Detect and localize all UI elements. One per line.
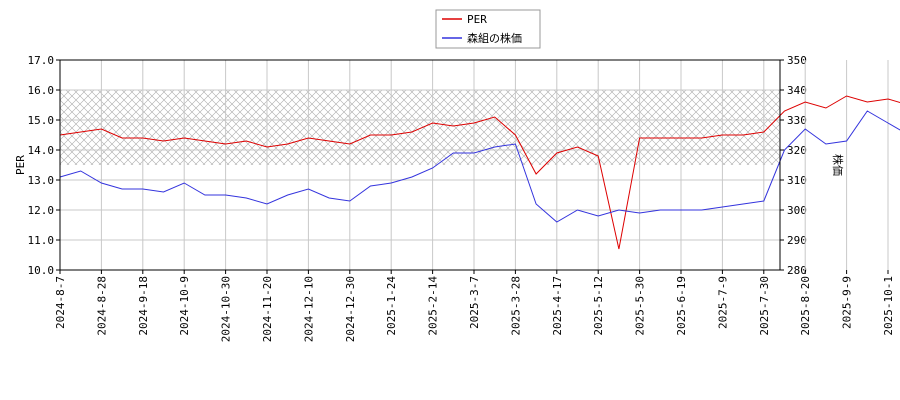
- x-tick-label: 2025-4-17: [551, 276, 564, 336]
- y2-tick-label: 350: [787, 54, 807, 67]
- y-tick-label: 14.0: [28, 144, 55, 157]
- x-tick-label: 2024-12-10: [302, 276, 315, 342]
- series-line: [59, 110, 900, 223]
- x-tick-label: 2025-9-9: [841, 276, 854, 329]
- shaded-range: [60, 90, 780, 165]
- y-tick-label: 13.0: [28, 174, 55, 187]
- x-tick-label: 2025-5-12: [592, 276, 605, 336]
- y-tick-label: 17.0: [28, 54, 55, 67]
- x-tick-label: 2025-7-9: [716, 276, 729, 329]
- plot-frame: [59, 59, 781, 271]
- y2-axis-label: 株価: [831, 154, 845, 176]
- x-tick-label: 2025-7-30: [758, 276, 771, 336]
- y2-tick-label: 340: [787, 84, 807, 97]
- y2-tick-label: 280: [787, 264, 807, 277]
- x-tick-label: 2024-9-18: [137, 276, 150, 336]
- x-tick-label: 2025-10-1: [882, 276, 895, 336]
- x-tick-label: 2025-8-20: [799, 276, 812, 336]
- x-tick-label: 2024-12-30: [344, 276, 357, 342]
- y-tick-label: 16.0: [28, 84, 55, 97]
- x-tick-label: 2025-6-19: [675, 276, 688, 336]
- x-tick-label: 2025-5-30: [634, 276, 647, 336]
- x-tick-label: 2025-3-7: [468, 276, 481, 329]
- x-tick-label: 2025-3-28: [509, 276, 522, 336]
- y2-tick-label: 310: [787, 174, 807, 187]
- x-tick-label: 2025-1-24: [385, 276, 398, 336]
- legend-label: 森組の株価: [467, 31, 522, 45]
- x-tick-label: 2024-10-9: [178, 276, 191, 336]
- x-tick-label: 2024-10-30: [220, 276, 233, 342]
- y2-tick-label: 320: [787, 144, 807, 157]
- y-tick-label: 15.0: [28, 114, 55, 127]
- y2-tick-label: 330: [787, 114, 807, 127]
- y-axis-label: PER: [14, 155, 27, 175]
- x-tick-label: 2025-2-14: [427, 276, 440, 336]
- series-line: [59, 95, 900, 250]
- x-tick-label: 2024-11-20: [261, 276, 274, 342]
- x-tick-label: 2024-8-28: [95, 276, 108, 336]
- y2-tick-label: 290: [787, 234, 807, 247]
- y-tick-label: 11.0: [28, 234, 55, 247]
- y-tick-label: 10.0: [28, 264, 55, 277]
- legend-label: PER: [467, 13, 487, 26]
- y2-tick-label: 300: [787, 204, 807, 217]
- y-tick-label: 12.0: [28, 204, 55, 217]
- x-tick-label: 2024-8-7: [54, 276, 67, 329]
- legend-box: [435, 9, 541, 49]
